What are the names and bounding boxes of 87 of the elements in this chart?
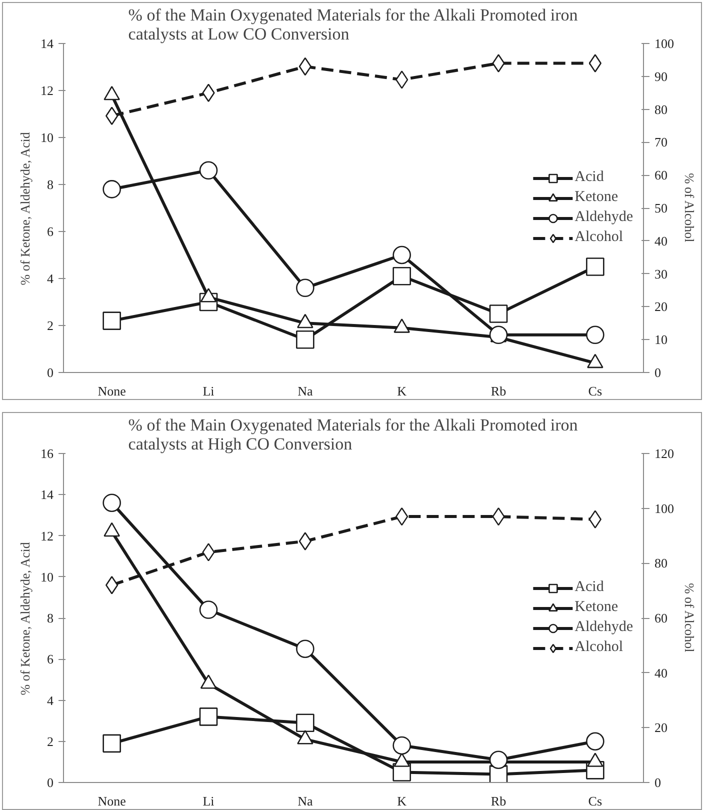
point (202, 543, 215, 562)
y-tick-label: 12 (40, 528, 54, 544)
y-tick-label: 4 (47, 692, 54, 708)
y2-tick-label: 90 (654, 68, 668, 84)
y2-axis-title: % of Alcohol (682, 582, 697, 653)
y-tick-label: 6 (47, 652, 54, 667)
point (296, 330, 314, 349)
x-tick-label: Li (202, 384, 215, 398)
legend-label: Alcohol (574, 229, 623, 246)
point (298, 532, 312, 550)
point (199, 600, 218, 619)
point (492, 54, 505, 72)
y-tick-label: 8 (47, 177, 54, 192)
y2-tick-label: 10 (654, 332, 668, 348)
y-tick-label: 8 (47, 610, 54, 626)
y-tick-label: 2 (47, 734, 54, 749)
x-tick-label: Li (202, 794, 215, 808)
legend-label: Ketone (574, 189, 618, 206)
point (489, 750, 508, 770)
legend-label: Aldehyde (574, 209, 633, 226)
x-tick-label: None (98, 794, 126, 808)
chart-title: % of the Main Oxygenated Materials for the Alkali Promoted iron catalysts at Low CO Conversion (128, 6, 578, 44)
y-tick-label: 10 (40, 569, 54, 584)
y2-axis-title: % of Alcohol (682, 172, 697, 243)
y-tick-label: 2 (47, 318, 54, 333)
point (396, 70, 408, 89)
legend-label: Acid (574, 579, 604, 596)
legend-label: Alcohol (574, 639, 623, 656)
y2-tick-label: 120 (654, 446, 674, 461)
x-tick-label: Na (298, 384, 313, 398)
legend-label: Aldehyde (574, 619, 633, 636)
point (102, 494, 121, 512)
y2-tick-label: 0 (654, 365, 661, 380)
y-tick-label: 14 (40, 487, 54, 502)
y2-tick-label: 40 (654, 665, 668, 680)
y2-tick-label: 70 (654, 134, 668, 150)
x-tick-label: Cs (588, 794, 602, 808)
y-tick-label: 14 (40, 36, 54, 51)
y2-tick-label: 100 (654, 500, 674, 516)
y2-tick-label: 30 (654, 266, 668, 282)
point (199, 708, 218, 726)
y2-tick-label: 20 (654, 720, 668, 736)
point (586, 258, 604, 276)
point (392, 267, 411, 286)
x-tick-label: Na (298, 794, 313, 808)
y2-tick-label: 50 (654, 200, 668, 216)
y-axis-title: % of Ketone, Aldehyde, Acid (18, 132, 32, 286)
point (586, 732, 604, 751)
y2-tick-label: 40 (654, 233, 668, 248)
y2-tick-label: 60 (654, 610, 668, 626)
point (489, 304, 508, 323)
y-tick-label: 0 (47, 365, 54, 380)
y2-tick-label: 100 (654, 36, 674, 51)
point (392, 246, 411, 264)
x-tick-label: K (397, 384, 408, 398)
x-tick-label: None (98, 384, 126, 398)
y-axis-title: % of Ketone, Aldehyde, Acid (18, 542, 32, 696)
point (102, 312, 121, 330)
x-tick-label: Rb (490, 384, 506, 398)
point (296, 640, 314, 658)
chart-title: % of the Main Oxygenated Materials for the Alkali Promoted iron catalysts at High CO Conversion (128, 416, 578, 454)
point (588, 54, 602, 72)
y2-tick-label: 20 (654, 299, 668, 314)
x-tick-label: Cs (588, 384, 602, 398)
y2-tick-label: 60 (654, 168, 668, 183)
point (392, 736, 411, 755)
point (588, 510, 602, 528)
y-tick-label: 6 (47, 224, 54, 239)
y-tick-label: 16 (40, 446, 54, 461)
legend-label: Acid (574, 169, 604, 186)
y-tick-label: 0 (47, 775, 54, 790)
y2-tick-label: 80 (654, 556, 668, 571)
x-tick-label: Rb (490, 794, 506, 808)
y2-tick-label: 80 (654, 102, 668, 117)
point (202, 84, 215, 102)
y-tick-label: 10 (40, 130, 54, 145)
y-tick-label: 4 (47, 271, 54, 286)
x-tick-label: K (397, 794, 408, 808)
point (296, 714, 314, 732)
point (296, 278, 314, 298)
y2-tick-label: 0 (654, 775, 661, 790)
point (102, 180, 121, 198)
point (199, 161, 218, 180)
legend-label: Ketone (574, 599, 618, 616)
y-tick-label: 12 (40, 83, 54, 98)
point (102, 734, 121, 753)
point (586, 326, 604, 344)
